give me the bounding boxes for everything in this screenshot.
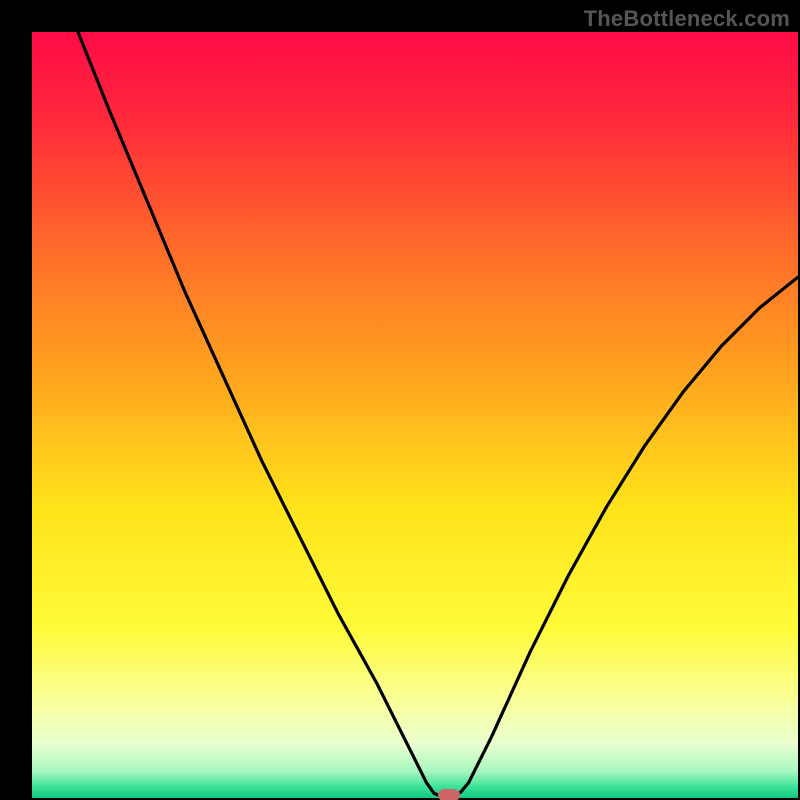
optimal-point-marker — [438, 789, 460, 800]
chart-frame: TheBottleneck.com — [0, 0, 800, 800]
plot-area — [32, 32, 798, 798]
watermark-text: TheBottleneck.com — [584, 6, 790, 32]
curve-path — [78, 32, 798, 796]
bottleneck-curve — [32, 32, 798, 798]
